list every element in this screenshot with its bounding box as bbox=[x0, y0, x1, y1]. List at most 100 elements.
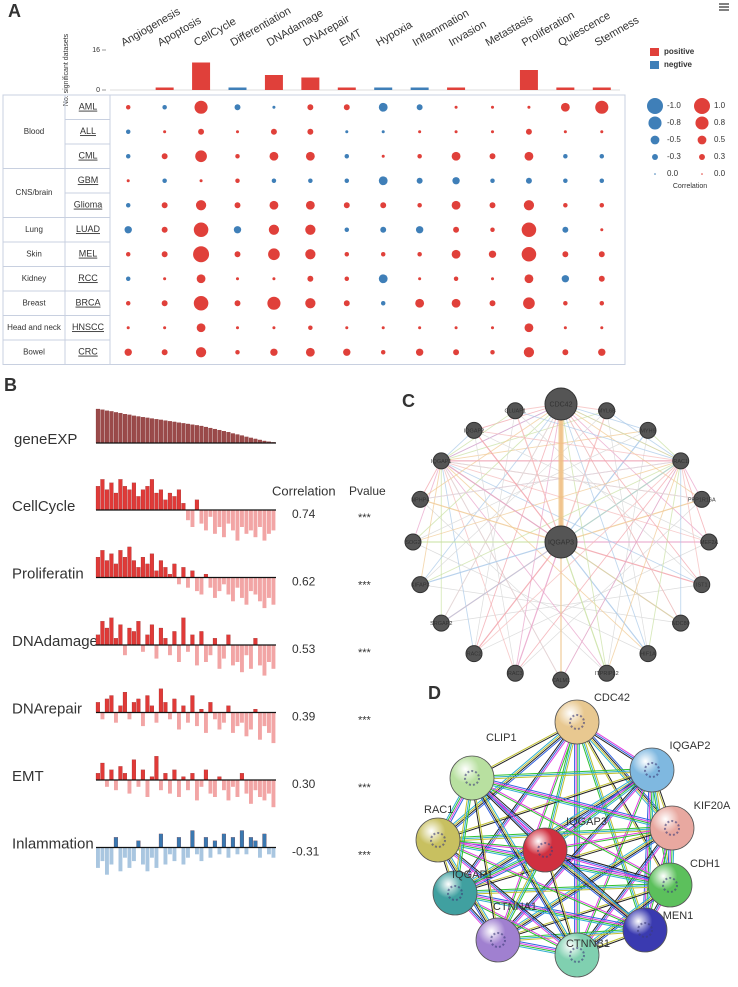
cancer-link[interactable]: AML bbox=[79, 102, 98, 112]
legend-title: Correlation bbox=[673, 183, 707, 190]
bar-negative bbox=[410, 87, 429, 90]
edge bbox=[680, 460, 703, 585]
correlation-bubble bbox=[124, 348, 132, 356]
correlation-bubble bbox=[381, 130, 385, 134]
cancer-link[interactable]: ALL bbox=[80, 126, 96, 136]
bar bbox=[190, 830, 195, 848]
protein-node bbox=[629, 747, 675, 793]
edge bbox=[498, 885, 671, 942]
cancer-link[interactable]: CML bbox=[78, 151, 97, 161]
bar bbox=[231, 780, 235, 787]
correlation-bubble bbox=[381, 326, 385, 330]
edge bbox=[560, 403, 608, 674]
bar bbox=[145, 634, 150, 646]
bar bbox=[208, 577, 213, 588]
bar bbox=[177, 780, 181, 797]
protein-structure bbox=[569, 714, 585, 730]
bar bbox=[109, 769, 114, 781]
protein-label: MEN1 bbox=[663, 910, 694, 922]
bar bbox=[136, 496, 141, 511]
gene-node bbox=[432, 614, 450, 632]
bar bbox=[186, 847, 190, 858]
bar bbox=[271, 577, 276, 605]
protein-node bbox=[649, 805, 695, 851]
bar bbox=[190, 510, 195, 527]
correlation-bubble bbox=[163, 326, 167, 330]
cancer-link[interactable]: MEL bbox=[79, 249, 98, 259]
edge bbox=[441, 429, 649, 462]
bar bbox=[199, 425, 204, 444]
pvalue-stars: *** bbox=[358, 782, 372, 794]
bar bbox=[132, 847, 136, 862]
protein-structure bbox=[662, 877, 678, 893]
bar bbox=[113, 837, 119, 848]
edge bbox=[497, 769, 653, 941]
gene-node bbox=[693, 490, 711, 508]
state-label: EMT bbox=[338, 27, 364, 49]
edge bbox=[441, 460, 702, 586]
bar bbox=[172, 847, 177, 862]
correlation-bubble bbox=[490, 227, 495, 232]
correlation-bubble bbox=[234, 202, 241, 209]
correlation-bubble bbox=[490, 326, 495, 330]
bar bbox=[131, 759, 137, 781]
correlation-bubble bbox=[600, 228, 604, 232]
correlation-bubble bbox=[344, 276, 350, 281]
bar bbox=[113, 563, 119, 578]
bar bbox=[136, 698, 141, 713]
bar bbox=[253, 510, 258, 538]
bar bbox=[131, 415, 137, 444]
correlation-bubble bbox=[380, 301, 386, 306]
menu-icon[interactable] bbox=[719, 3, 729, 11]
protein-structure bbox=[644, 762, 660, 778]
bar bbox=[199, 577, 204, 595]
cancer-link[interactable]: LUAD bbox=[76, 224, 101, 234]
bar bbox=[249, 645, 253, 669]
cancer-link[interactable]: Glioma bbox=[74, 200, 103, 210]
bar bbox=[167, 492, 173, 511]
panel-label: A bbox=[8, 1, 21, 21]
bar bbox=[127, 414, 132, 444]
bar bbox=[176, 489, 182, 511]
bar bbox=[95, 773, 101, 781]
correlation-bubble bbox=[523, 297, 535, 310]
correlation-bubble bbox=[125, 203, 131, 208]
edge bbox=[412, 403, 562, 543]
bar bbox=[104, 627, 110, 646]
bar bbox=[235, 645, 240, 662]
row-label: Proliferatin bbox=[12, 565, 84, 582]
bar bbox=[240, 712, 244, 723]
bar bbox=[163, 420, 168, 444]
correlation-bubble bbox=[488, 250, 497, 258]
bar bbox=[190, 570, 195, 578]
correlation-bubble bbox=[267, 296, 281, 310]
bar bbox=[118, 624, 123, 646]
cancer-link[interactable]: BRCA bbox=[75, 298, 100, 308]
bar bbox=[208, 780, 213, 794]
group-label: Skin bbox=[26, 249, 42, 258]
bar bbox=[104, 410, 110, 444]
correlation-bubble bbox=[305, 347, 315, 357]
panel-label: D bbox=[428, 683, 441, 703]
bar bbox=[217, 577, 222, 592]
cancer-link[interactable]: HNSCC bbox=[72, 322, 105, 332]
correlation-bubble bbox=[454, 326, 458, 330]
bar bbox=[131, 560, 137, 578]
correlation-bubble bbox=[235, 350, 240, 355]
gene-label: RAC1 bbox=[673, 459, 688, 465]
bar bbox=[253, 780, 258, 791]
correlation-bubble bbox=[343, 300, 350, 307]
protein-node bbox=[415, 817, 461, 863]
y-axis-label: No. significant datasets bbox=[63, 33, 70, 106]
cancer-link[interactable]: CRC bbox=[78, 347, 98, 357]
pvalue-stars: *** bbox=[358, 647, 372, 659]
protein-structure bbox=[430, 832, 446, 848]
correlation-bubble bbox=[451, 151, 461, 161]
bar bbox=[154, 419, 159, 444]
cancer-link[interactable]: GBM bbox=[78, 175, 99, 185]
bar bbox=[231, 712, 235, 733]
bar bbox=[217, 847, 222, 855]
bar bbox=[95, 556, 101, 578]
cancer-link[interactable]: RCC bbox=[78, 273, 98, 283]
bar bbox=[208, 847, 213, 858]
